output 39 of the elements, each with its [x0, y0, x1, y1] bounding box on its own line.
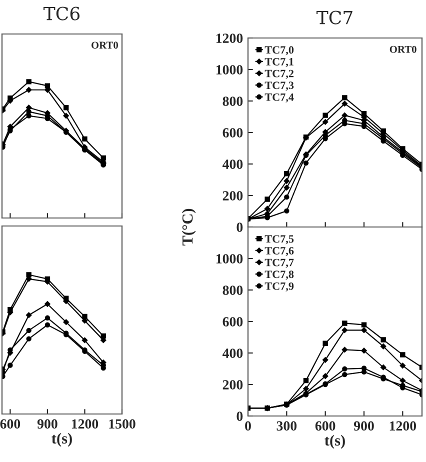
- y-tick-label: 200: [222, 191, 243, 200]
- x-axis-title: t(s): [324, 434, 345, 449]
- y-tick-label: 1200: [216, 34, 243, 43]
- legend-label: TC7,5: [264, 235, 294, 244]
- legend-label: TC7,7: [264, 258, 294, 268]
- legend-label: TC7,0: [264, 46, 294, 56]
- y-tick-label: 600: [222, 128, 243, 138]
- x-tick-label: 600: [0, 419, 20, 429]
- x-tick-label: 1500: [109, 419, 136, 429]
- x-tick-label: 0: [245, 421, 251, 431]
- legend-label: TC7,9: [264, 282, 294, 292]
- y-tick-label: 0: [236, 222, 243, 232]
- x-tick-label: 1200: [72, 419, 98, 429]
- y-tick-label: 400: [222, 348, 243, 358]
- y-tick-label: 800: [222, 286, 243, 295]
- y-tick-label: 0: [236, 412, 243, 421]
- chart-title: TC6: [44, 6, 80, 20]
- y-tick-label: 400: [222, 160, 243, 169]
- chart-title: TC7: [316, 10, 352, 24]
- x-tick-label: 900: [37, 419, 58, 429]
- y-tick-label: 200: [222, 380, 243, 390]
- x-tick-label: 1200: [390, 421, 416, 431]
- y-tick-label: 1000: [216, 65, 243, 74]
- legend-label: TC7,6: [264, 247, 294, 256]
- legend-label: TC7,8: [264, 270, 294, 280]
- legend-label: TC7,4: [264, 93, 294, 103]
- annotation: ORT0: [390, 46, 416, 53]
- y-axis-title: T(°C): [182, 208, 196, 246]
- x-tick-label: 600: [315, 421, 336, 431]
- x-tick-label: 300: [276, 421, 297, 431]
- x-axis-title: t(s): [52, 432, 72, 447]
- legend-label: TC7,1: [264, 58, 294, 68]
- x-tick-label: 900: [354, 421, 374, 431]
- legend-label: TC7,3: [264, 82, 294, 91]
- y-tick-label: 1000: [216, 254, 243, 264]
- legend-label: TC7,2: [264, 70, 294, 79]
- text: ORT0: [91, 42, 118, 49]
- y-tick-label: 800: [222, 96, 243, 106]
- y-tick-label: 600: [222, 317, 243, 326]
